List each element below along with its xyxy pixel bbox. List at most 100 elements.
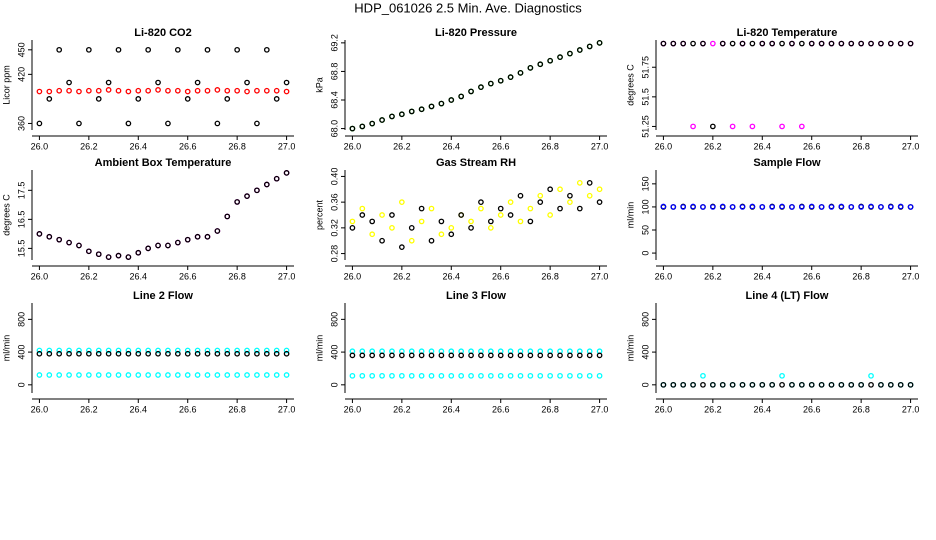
point: [263, 350, 270, 357]
point: [184, 372, 191, 378]
point: [263, 46, 270, 53]
point: [85, 372, 92, 378]
point: [428, 352, 435, 359]
point: [907, 204, 914, 210]
y-axis-label: degrees C: [1, 194, 11, 236]
point: [204, 347, 211, 354]
x-tick-label: 26.8: [541, 141, 559, 151]
y-tick-label: 0.36: [329, 193, 339, 211]
x-tick-label: 26.4: [130, 141, 148, 151]
point: [567, 192, 573, 199]
point: [76, 88, 82, 95]
point: [596, 352, 603, 359]
point: [273, 87, 280, 94]
point: [848, 204, 855, 210]
point: [828, 40, 835, 47]
x-tick-label: 26.4: [443, 271, 461, 281]
point: [547, 212, 554, 218]
x-tick-label: 26.8: [228, 141, 246, 151]
point: [868, 381, 874, 388]
point: [557, 54, 563, 60]
point: [254, 187, 260, 194]
point: [66, 239, 72, 246]
point: [438, 231, 445, 238]
point: [848, 40, 855, 47]
point: [349, 225, 356, 231]
x-tick-label: 26.0: [31, 141, 49, 151]
point: [125, 347, 132, 354]
point: [379, 237, 385, 244]
x-tick-label: 27.0: [278, 404, 296, 414]
point: [115, 252, 122, 259]
x-tick-label: 27.0: [591, 141, 609, 151]
point: [729, 204, 736, 210]
point: [428, 237, 435, 244]
point: [690, 40, 696, 47]
point: [174, 239, 181, 246]
point: [234, 199, 241, 205]
y-tick-label: 0: [640, 382, 650, 387]
y-tick-label: 0.32: [329, 219, 339, 237]
panel-title: Line 4 (LT) Flow: [746, 290, 829, 302]
point: [468, 88, 474, 95]
point: [36, 231, 43, 237]
point: [125, 350, 132, 357]
point: [174, 87, 181, 94]
point: [369, 218, 376, 225]
point: [458, 372, 465, 379]
point: [184, 88, 191, 95]
point: [448, 352, 455, 359]
panel-title: Ambient Box Temperature: [95, 157, 232, 169]
point: [418, 106, 425, 113]
x-tick-label: 26.4: [754, 271, 772, 281]
point: [254, 87, 260, 94]
point: [438, 352, 445, 359]
point: [487, 352, 494, 359]
point: [66, 347, 72, 354]
point: [729, 123, 736, 130]
point: [557, 205, 563, 212]
point: [887, 204, 894, 210]
point: [115, 372, 122, 378]
point: [283, 88, 290, 95]
x-tick-label: 26.6: [492, 404, 510, 414]
point: [398, 352, 405, 359]
point: [56, 347, 63, 354]
y-tick-label: 51.75: [640, 56, 650, 79]
point: [234, 46, 241, 53]
point: [596, 40, 603, 46]
y-tick-label: 16.5: [16, 211, 26, 229]
point: [858, 204, 865, 210]
point: [478, 199, 484, 205]
point: [194, 79, 201, 86]
point: [145, 245, 152, 252]
page-title: HDP_061026 2.5 Min. Ave. Diagnostics: [354, 0, 582, 15]
point: [105, 79, 112, 86]
point: [174, 372, 181, 378]
point: [244, 347, 250, 354]
x-tick-label: 26.2: [80, 271, 98, 281]
y-tick-label: 0: [640, 251, 650, 256]
point: [458, 93, 465, 100]
y-tick-label: 50: [640, 225, 650, 235]
y-tick-label: 17.5: [16, 182, 26, 200]
point: [517, 70, 524, 76]
point: [184, 96, 191, 102]
point: [858, 381, 865, 388]
point: [497, 212, 504, 218]
point: [56, 46, 63, 53]
point: [56, 372, 63, 378]
y-tick-label: 400: [16, 345, 26, 360]
y-tick-label: 400: [329, 345, 339, 360]
point: [487, 218, 494, 225]
y-tick-label: 360: [16, 116, 26, 131]
point: [878, 381, 884, 388]
point: [670, 40, 677, 47]
point: [174, 46, 181, 53]
x-tick-label: 27.0: [902, 271, 920, 281]
point: [789, 204, 795, 210]
point: [135, 249, 142, 256]
x-tick-label: 26.8: [852, 404, 870, 414]
point: [670, 381, 677, 388]
